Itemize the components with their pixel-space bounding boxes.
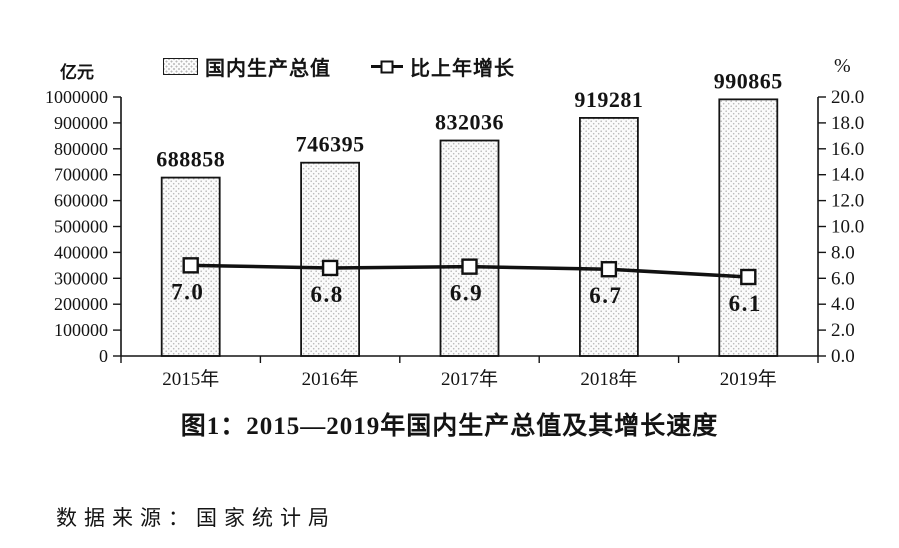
legend-label-growth: 比上年增长 — [410, 58, 515, 80]
left-axis-tick-label: 700000 — [54, 165, 108, 185]
left-axis-tick-label: 900000 — [54, 113, 108, 133]
x-axis-category-label: 2017年 — [441, 368, 498, 390]
gdp-bar-value-label: 746395 — [296, 132, 365, 157]
gdp-bar-value-label: 688858 — [156, 147, 225, 172]
right-axis-tick-label: 18.0 — [831, 113, 864, 134]
right-axis-tick-label: 10.0 — [831, 217, 864, 238]
right-axis-unit-label: % — [834, 55, 851, 77]
growth-value-label: 6.9 — [450, 281, 483, 306]
right-axis-tick-label: 0.0 — [831, 346, 855, 367]
growth-marker — [600, 261, 618, 278]
growth-marker — [461, 258, 478, 275]
left-axis-tick-label: 800000 — [54, 139, 108, 159]
x-axis-category-label: 2016年 — [302, 368, 359, 390]
legend-item-growth: 比上年增长 — [371, 52, 515, 81]
legend-label-gdp: 国内生产总值 — [205, 58, 331, 80]
left-axis-tick-label: 0 — [99, 346, 108, 366]
gdp-bar — [718, 98, 779, 357]
gdp-bar — [579, 117, 639, 357]
growth-value-label: 7.0 — [171, 279, 204, 304]
x-axis-category-label: 2015年 — [162, 368, 219, 390]
left-axis-tick-label: 300000 — [54, 268, 108, 288]
chart-legend: 国内生产总值 比上年增长 — [163, 52, 515, 81]
left-axis-tick-label: 100000 — [54, 320, 108, 340]
legend-item-gdp: 国内生产总值 — [163, 52, 331, 81]
right-axis-tick-label: 6.0 — [831, 268, 855, 289]
x-axis-category-label: 2018年 — [580, 368, 637, 390]
gdp-bar-value-label: 990865 — [714, 68, 783, 93]
line-marker-icon — [371, 59, 403, 75]
left-axis-tick-label: 500000 — [54, 217, 108, 237]
right-axis-tick-label: 2.0 — [831, 320, 855, 341]
growth-value-label: 6.1 — [729, 291, 762, 316]
right-axis-tick-label: 4.0 — [831, 294, 855, 315]
legend-square-marker — [380, 60, 394, 73]
gdp-bar-value-label: 832036 — [435, 110, 504, 135]
right-axis-tick-label: 12.0 — [831, 191, 864, 212]
data-source-note: 数据来源：国家统计局 — [56, 506, 336, 530]
growth-marker — [740, 268, 757, 286]
left-axis-tick-label: 600000 — [54, 191, 108, 211]
growth-marker — [182, 257, 199, 274]
left-axis-tick-label: 400000 — [54, 242, 108, 262]
left-axis-tick-label: 200000 — [54, 294, 108, 314]
right-axis-tick-label: 20.0 — [831, 87, 864, 108]
x-axis-category-label: 2019年 — [720, 368, 777, 390]
growth-value-label: 6.7 — [589, 283, 622, 308]
gdp-bar — [300, 161, 361, 357]
left-axis-unit-label: 亿元 — [60, 63, 94, 82]
gdp-bar — [439, 139, 500, 357]
bar-swatch-icon — [163, 58, 198, 75]
gdp-bar-value-label: 919281 — [574, 87, 643, 112]
chart-title: 图1：2015—2019年国内生产总值及其增长速度 — [180, 413, 719, 440]
right-axis-tick-label: 14.0 — [831, 165, 864, 186]
growth-marker — [321, 259, 339, 277]
right-axis-tick-label: 16.0 — [831, 139, 864, 160]
left-axis-tick-label: 1000000 — [45, 87, 108, 107]
right-axis-tick-label: 8.0 — [831, 242, 855, 263]
growth-value-label: 6.8 — [310, 282, 343, 307]
